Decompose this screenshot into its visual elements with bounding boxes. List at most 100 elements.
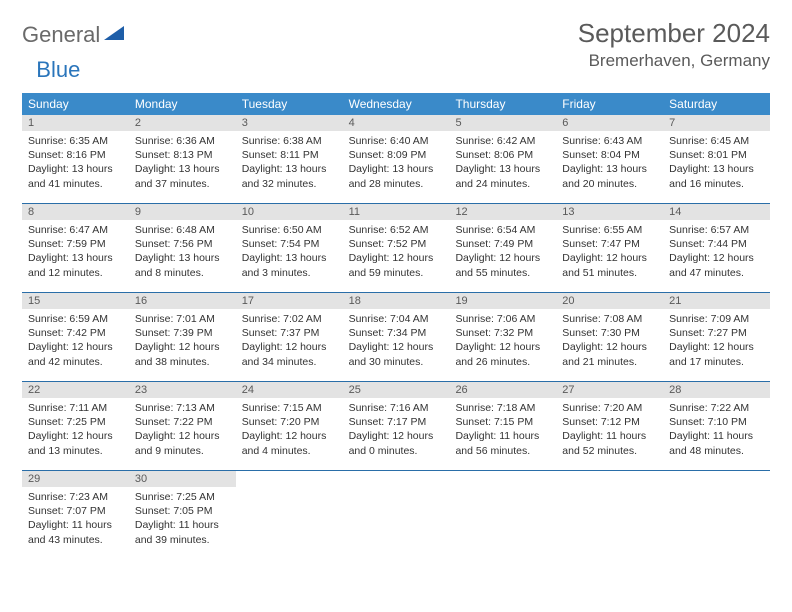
detail-line: Sunrise: 6:38 AM [242, 134, 337, 148]
day-cell: 23Sunrise: 7:13 AMSunset: 7:22 PMDayligh… [129, 382, 236, 470]
day-header: Friday [556, 93, 663, 115]
day-number: 2 [129, 115, 236, 131]
detail-line: and 8 minutes. [135, 266, 230, 280]
detail-line: Sunset: 7:59 PM [28, 237, 123, 251]
week-row: 22Sunrise: 7:11 AMSunset: 7:25 PMDayligh… [22, 382, 770, 471]
detail-line: Sunrise: 7:13 AM [135, 401, 230, 415]
detail-line: and 37 minutes. [135, 177, 230, 191]
detail-line: and 55 minutes. [455, 266, 550, 280]
detail-line: Sunset: 7:15 PM [455, 415, 550, 429]
day-header: Thursday [449, 93, 556, 115]
detail-line: and 0 minutes. [349, 444, 444, 458]
detail-line: Daylight: 13 hours [242, 162, 337, 176]
detail-line: Sunset: 7:05 PM [135, 504, 230, 518]
day-cell: 10Sunrise: 6:50 AMSunset: 7:54 PMDayligh… [236, 204, 343, 292]
day-cell: 27Sunrise: 7:20 AMSunset: 7:12 PMDayligh… [556, 382, 663, 470]
detail-line: Sunrise: 6:43 AM [562, 134, 657, 148]
day-number: 26 [449, 382, 556, 398]
detail-line: and 20 minutes. [562, 177, 657, 191]
day-details: Sunrise: 7:06 AMSunset: 7:32 PMDaylight:… [449, 309, 556, 375]
week-row: 8Sunrise: 6:47 AMSunset: 7:59 PMDaylight… [22, 204, 770, 293]
day-details: Sunrise: 6:36 AMSunset: 8:13 PMDaylight:… [129, 131, 236, 197]
detail-line: Sunset: 7:52 PM [349, 237, 444, 251]
detail-line: Sunrise: 7:18 AM [455, 401, 550, 415]
day-number: 1 [22, 115, 129, 131]
day-number: 16 [129, 293, 236, 309]
detail-line: Daylight: 12 hours [455, 340, 550, 354]
detail-line: Daylight: 11 hours [135, 518, 230, 532]
day-number: 27 [556, 382, 663, 398]
detail-line: Sunset: 7:07 PM [28, 504, 123, 518]
detail-line: Sunrise: 7:23 AM [28, 490, 123, 504]
detail-line: and 43 minutes. [28, 533, 123, 547]
detail-line: Sunrise: 6:45 AM [669, 134, 764, 148]
calendar-grid: SundayMondayTuesdayWednesdayThursdayFrid… [22, 93, 770, 559]
detail-line: Sunrise: 6:57 AM [669, 223, 764, 237]
day-number: 12 [449, 204, 556, 220]
detail-line: Sunset: 8:04 PM [562, 148, 657, 162]
detail-line: Sunrise: 6:55 AM [562, 223, 657, 237]
day-cell: 26 Sunrise: 7:18 AMSunset: 7:15 PMDayligh… [449, 382, 556, 470]
detail-line: and 24 minutes. [455, 177, 550, 191]
day-number: 23 [129, 382, 236, 398]
detail-line: Daylight: 12 hours [562, 340, 657, 354]
detail-line: Daylight: 13 hours [135, 251, 230, 265]
detail-line: Sunrise: 7:09 AM [669, 312, 764, 326]
day-details: Sunrise: 7:20 AMSunset: 7:12 PMDaylight:… [556, 398, 663, 464]
day-number: 24 [236, 382, 343, 398]
day-details: Sunrise: 7:01 AMSunset: 7:39 PMDaylight:… [129, 309, 236, 375]
day-details: Sunrise: 7:09 AMSunset: 7:27 PMDaylight:… [663, 309, 770, 375]
detail-line: Sunrise: 6:59 AM [28, 312, 123, 326]
detail-line: Sunset: 8:16 PM [28, 148, 123, 162]
day-number: 30 [129, 471, 236, 487]
detail-line: Sunrise: 7:01 AM [135, 312, 230, 326]
day-number: 19 [449, 293, 556, 309]
logo-text-blue: Blue [36, 57, 80, 83]
detail-line: and 9 minutes. [135, 444, 230, 458]
detail-line: Daylight: 12 hours [349, 251, 444, 265]
detail-line: Sunrise: 6:54 AM [455, 223, 550, 237]
day-cell: 4Sunrise: 6:40 AMSunset: 8:09 PMDaylight… [343, 115, 450, 203]
day-number: 14 [663, 204, 770, 220]
detail-line: Sunrise: 6:52 AM [349, 223, 444, 237]
day-details: Sunrise: 7:25 AMSunset: 7:05 PMDaylight:… [129, 487, 236, 553]
day-number: 4 [343, 115, 450, 131]
day-details: Sunrise: 6:35 AMSunset: 8:16 PMDaylight:… [22, 131, 129, 197]
day-details: Sunrise: 6:43 AMSunset: 8:04 PMDaylight:… [556, 131, 663, 197]
day-header: Monday [129, 93, 236, 115]
day-cell: 2Sunrise: 6:36 AMSunset: 8:13 PMDaylight… [129, 115, 236, 203]
day-number: 20 [556, 293, 663, 309]
detail-line: Sunset: 7:25 PM [28, 415, 123, 429]
detail-line: Daylight: 12 hours [669, 340, 764, 354]
detail-line: Sunrise: 7:02 AM [242, 312, 337, 326]
day-details: Sunrise: 6:48 AMSunset: 7:56 PMDaylight:… [129, 220, 236, 286]
detail-line: Sunrise: 7:16 AM [349, 401, 444, 415]
day-header: Sunday [22, 93, 129, 115]
detail-line: Sunrise: 7:04 AM [349, 312, 444, 326]
detail-line: Daylight: 13 hours [135, 162, 230, 176]
day-cell: 14Sunrise: 6:57 AMSunset: 7:44 PMDayligh… [663, 204, 770, 292]
detail-line: and 34 minutes. [242, 355, 337, 369]
detail-line: Sunset: 7:34 PM [349, 326, 444, 340]
detail-line: Daylight: 11 hours [455, 429, 550, 443]
detail-line: Daylight: 13 hours [28, 162, 123, 176]
detail-line: Sunrise: 6:40 AM [349, 134, 444, 148]
detail-line: Daylight: 12 hours [349, 340, 444, 354]
detail-line: Sunrise: 7:20 AM [562, 401, 657, 415]
day-details: Sunrise: 6:59 AMSunset: 7:42 PMDaylight:… [22, 309, 129, 375]
detail-line: and 59 minutes. [349, 266, 444, 280]
day-cell: 7Sunrise: 6:45 AMSunset: 8:01 PMDaylight… [663, 115, 770, 203]
day-details: Sunrise: 6:42 AMSunset: 8:06 PMDaylight:… [449, 131, 556, 197]
detail-line: Sunset: 7:56 PM [135, 237, 230, 251]
detail-line: Sunrise: 6:50 AM [242, 223, 337, 237]
detail-line: Daylight: 12 hours [28, 340, 123, 354]
logo-text-general: General [22, 22, 100, 48]
day-number: 17 [236, 293, 343, 309]
detail-line: and 21 minutes. [562, 355, 657, 369]
day-cell: 6Sunrise: 6:43 AMSunset: 8:04 PMDaylight… [556, 115, 663, 203]
detail-line: Sunset: 7:17 PM [349, 415, 444, 429]
detail-line: Sunset: 7:42 PM [28, 326, 123, 340]
day-details: Sunrise: 7:02 AMSunset: 7:37 PMDaylight:… [236, 309, 343, 375]
detail-line: Sunset: 7:12 PM [562, 415, 657, 429]
day-header: Saturday [663, 93, 770, 115]
